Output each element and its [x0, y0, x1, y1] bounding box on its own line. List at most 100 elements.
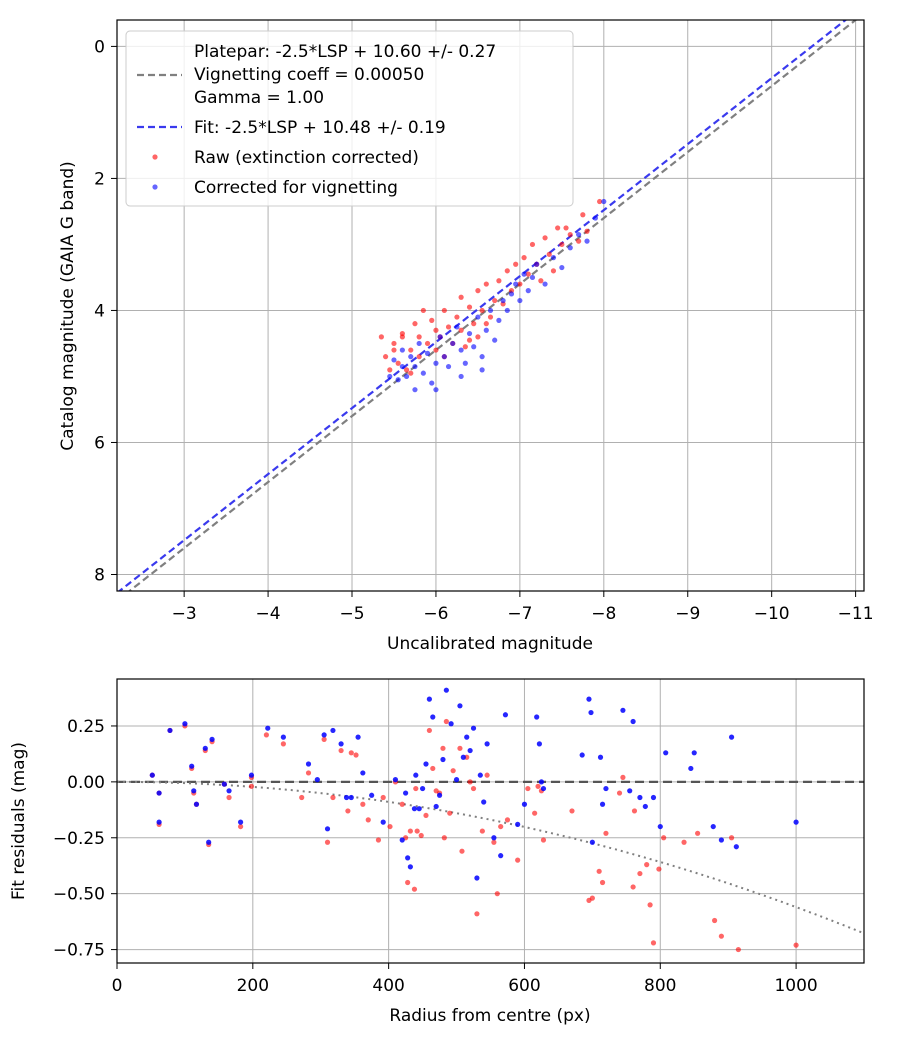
corrected-point: [429, 380, 435, 386]
raw-point: [475, 334, 481, 340]
bottom-y-tick-label: −0.50: [53, 885, 105, 905]
bottom-x-tick-label: 600: [508, 976, 540, 996]
raw-residual-point: [387, 823, 393, 830]
raw-residual-point: [681, 839, 687, 845]
raw-point: [412, 321, 418, 327]
raw-point: [466, 337, 473, 343]
bottom-y-tick-label: −0.25: [53, 829, 105, 849]
raw-residual-point: [616, 790, 623, 796]
corrected-residual-point: [440, 756, 446, 763]
corrected-point: [408, 354, 414, 360]
raw-residual-point: [491, 839, 497, 845]
corrected-residual-point: [663, 750, 669, 756]
raw-residual-point: [423, 812, 429, 819]
raw-residual-point: [589, 895, 595, 901]
top-x-tick-label: −7: [507, 604, 532, 624]
raw-residual-point: [411, 886, 418, 892]
bottom-x-tick-label: 400: [372, 976, 404, 996]
corrected-residual-point: [457, 703, 463, 709]
corrected-residual-point: [321, 732, 327, 738]
raw-residual-point: [375, 837, 382, 843]
raw-residual-point: [631, 808, 638, 814]
corrected-point: [454, 324, 460, 330]
raw-residual-point: [650, 940, 657, 946]
corrected-residual-point: [474, 875, 480, 881]
raw-residual-point: [532, 810, 538, 816]
corrected-residual-point: [688, 765, 694, 772]
raw-residual-point: [413, 785, 419, 792]
corrected-residual-point: [430, 714, 436, 720]
bottom-x-tick-label: 1000: [774, 976, 817, 996]
corrected-residual-point: [305, 761, 312, 767]
raw-point: [395, 360, 401, 366]
corrected-residual-point: [477, 772, 483, 778]
legend-box: [125, 30, 574, 207]
raw-residual-point: [418, 832, 424, 839]
corrected-point: [395, 377, 401, 383]
raw-point: [466, 304, 473, 310]
corrected-residual-point: [392, 777, 399, 783]
corrected-residual-point: [589, 839, 595, 845]
corrected-residual-point: [484, 741, 490, 747]
raw-point: [542, 235, 548, 241]
bottom-plot-frame: [116, 678, 865, 964]
corrected-residual-point: [348, 794, 354, 801]
corrected-residual-point: [338, 741, 344, 747]
top-x-tick-label: −6: [423, 604, 448, 624]
corrected-residual-point: [193, 801, 200, 807]
raw-point: [496, 278, 502, 284]
raw-residual-point: [535, 783, 541, 789]
top-y-tick-label: 2: [94, 169, 105, 189]
corrected-residual-point: [637, 794, 643, 801]
corrected-residual-point: [416, 806, 422, 812]
top-lines: [117, 20, 858, 591]
raw-point: [504, 268, 510, 274]
raw-residual-point: [457, 745, 463, 751]
raw-residual-point: [504, 817, 511, 823]
raw-residual-point: [338, 747, 344, 754]
raw-residual-point: [380, 794, 386, 801]
corrected-residual-point: [710, 823, 716, 830]
corrected-residual-point: [360, 770, 366, 776]
raw-residual-point: [498, 823, 504, 830]
raw-point: [555, 225, 561, 231]
bottom-y-tick-label: 0.25: [67, 717, 105, 737]
raw-residual-point: [440, 745, 446, 751]
raw-point: [429, 317, 435, 323]
corrected-point: [462, 360, 468, 366]
raw-point: [471, 321, 477, 327]
raw-point: [525, 271, 531, 277]
corrected-residual-point: [453, 777, 460, 783]
corrected-residual-point: [502, 712, 509, 718]
corrected-residual-point: [597, 754, 604, 760]
corrected-residual-point: [627, 788, 633, 794]
raw-point: [517, 281, 523, 287]
raw-residual-point: [280, 741, 286, 747]
corrected-residual-point: [793, 819, 799, 825]
corrected-point: [529, 274, 536, 281]
legend-corrected-text: Corrected for vignetting: [194, 178, 398, 198]
corrected-residual-point: [182, 721, 188, 727]
raw-residual-point: [226, 794, 232, 801]
corrected-residual-point: [369, 792, 375, 798]
corrected-residual-point: [515, 821, 521, 827]
top-legend: Platepar: -2.5*LSP + 10.60 +/- 0.27 Vign…: [125, 30, 574, 207]
corrected-point: [517, 297, 523, 304]
corrected-residual-point: [733, 844, 739, 850]
corrected-point: [416, 340, 422, 347]
corrected-point: [500, 297, 506, 304]
bottom-y-ticks: 0.25 0.00 −0.25 −0.50 −0.75: [53, 717, 117, 961]
corrected-residual-point: [540, 785, 547, 792]
corrected-point: [559, 264, 565, 271]
corrected-residual-point: [380, 819, 386, 825]
corrected-residual-point: [191, 788, 197, 794]
raw-residual-point: [345, 808, 351, 814]
corrected-residual-point: [728, 734, 735, 740]
top-y-tick-label: 6: [94, 433, 105, 453]
raw-residual-point: [405, 879, 411, 886]
corrected-residual-point: [407, 864, 413, 870]
legend-gamma-text: Gamma = 1.00: [194, 88, 324, 108]
corrected-point: [420, 370, 426, 376]
raw-residual-point: [647, 902, 653, 908]
raw-residual-point: [620, 774, 626, 780]
